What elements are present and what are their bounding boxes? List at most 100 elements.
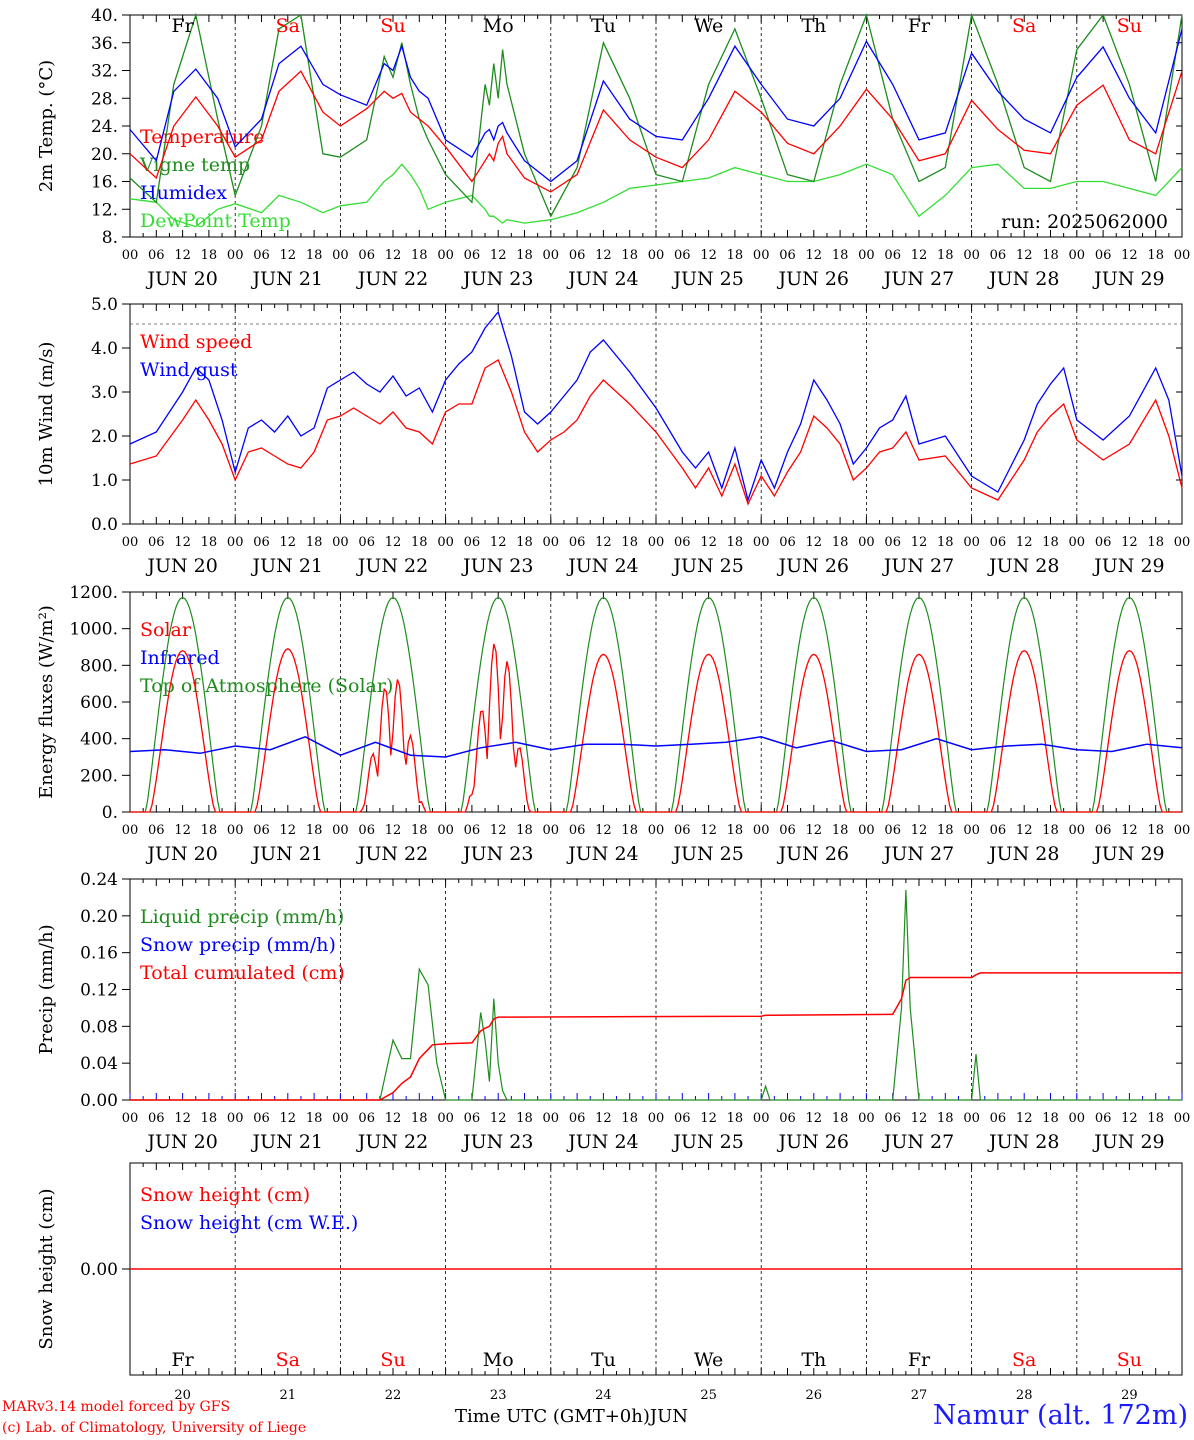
- time-axis-label: Time UTC (GMT+0h)JUN: [455, 1406, 689, 1427]
- hour-label: 06: [884, 823, 901, 838]
- hour-label: 12: [490, 823, 507, 838]
- hour-label: 12: [700, 1111, 717, 1126]
- hour-label: 18: [621, 248, 638, 263]
- series-line: [129, 163, 1183, 228]
- legend-snow-height-cm-: Snow height (cm): [140, 1184, 310, 1206]
- hour-label: 12: [595, 535, 612, 550]
- hour-label: 18: [1147, 248, 1164, 263]
- y-tick-label: 0.00: [80, 1091, 118, 1111]
- hour-label: 12: [174, 248, 191, 263]
- hour-label: 06: [1095, 1111, 1112, 1126]
- hour-label: 06: [779, 248, 796, 263]
- y-tick-label: 0.04: [80, 1054, 118, 1074]
- hour-label: 00: [1174, 535, 1191, 550]
- series-line: [129, 359, 1183, 506]
- legend-snow-height-cm-w-e-: Snow height (cm W.E.): [140, 1212, 358, 1234]
- hour-label: 00: [858, 535, 875, 550]
- day-name-top: Tu: [591, 15, 616, 37]
- day-number: 28: [1016, 1388, 1033, 1403]
- hour-label: 06: [253, 535, 270, 550]
- date-label: JUN 26: [777, 555, 849, 577]
- hour-label: 00: [753, 535, 770, 550]
- hour-label: 06: [884, 1111, 901, 1126]
- hour-label: 06: [148, 535, 165, 550]
- hour-label: 06: [569, 823, 586, 838]
- y-tick-label: 0.12: [80, 981, 118, 1001]
- day-number: 26: [806, 1388, 823, 1403]
- hour-label: 06: [1095, 248, 1112, 263]
- hour-label: 18: [832, 248, 849, 263]
- date-label: JUN 25: [671, 843, 743, 865]
- hour-label: 00: [648, 1111, 665, 1126]
- hour-label: 00: [858, 823, 875, 838]
- hour-label: 18: [1042, 1111, 1059, 1126]
- y-axis-label: 2m Temp. (°C): [36, 60, 57, 192]
- day-number: 20: [174, 1388, 191, 1403]
- day-name-top: Su: [1117, 15, 1142, 37]
- date-label: JUN 23: [461, 843, 533, 865]
- y-tick-label: 600.: [80, 693, 118, 713]
- hour-label: 18: [937, 823, 954, 838]
- hour-label: 18: [411, 823, 428, 838]
- hour-label: 18: [937, 1111, 954, 1126]
- hour-label: 00: [122, 1111, 139, 1126]
- date-label: JUN 24: [566, 1131, 638, 1153]
- hour-label: 06: [464, 1111, 481, 1126]
- date-label: JUN 29: [1092, 843, 1164, 865]
- series-solar: [130, 643, 1182, 813]
- date-label: JUN 26: [777, 1131, 849, 1153]
- hour-label: 00: [963, 535, 980, 550]
- date-label: JUN 20: [145, 555, 217, 577]
- hour-label: 06: [253, 1111, 270, 1126]
- hour-label: 18: [411, 535, 428, 550]
- hour-label: 18: [621, 1111, 638, 1126]
- hour-label: 06: [990, 248, 1007, 263]
- date-label: JUN 25: [671, 268, 743, 290]
- hour-label: 12: [700, 823, 717, 838]
- y-tick-label: 200.: [80, 766, 118, 786]
- day-number: 23: [490, 1388, 507, 1403]
- hour-label: 18: [832, 535, 849, 550]
- hour-label: 06: [464, 248, 481, 263]
- y-axis-label: Precip (mm/h): [36, 924, 57, 1054]
- hour-label: 12: [700, 248, 717, 263]
- legend-snow-precip-mm-h-: Snow precip (mm/h): [140, 934, 336, 956]
- hour-label: 00: [437, 823, 454, 838]
- hour-label: 18: [516, 823, 533, 838]
- date-label: JUN 25: [671, 1131, 743, 1153]
- hour-label: 12: [490, 1111, 507, 1126]
- y-axis-label: Snow height (cm): [36, 1188, 57, 1349]
- hour-label: 00: [227, 1111, 244, 1126]
- station-label: Namur (alt. 172m): [932, 1400, 1188, 1431]
- hour-label: 12: [280, 1111, 297, 1126]
- date-label: JUN 23: [461, 268, 533, 290]
- hour-label: 00: [1069, 823, 1086, 838]
- hour-label: 12: [1016, 248, 1033, 263]
- hour-label: 18: [306, 248, 323, 263]
- hour-label: 12: [806, 535, 823, 550]
- hour-label: 00: [332, 1111, 349, 1126]
- hour-label: 18: [621, 535, 638, 550]
- hour-label: 12: [174, 823, 191, 838]
- hour-label: 12: [595, 1111, 612, 1126]
- date-label: JUN 25: [671, 555, 743, 577]
- hour-label: 00: [332, 535, 349, 550]
- hour-label: 00: [227, 248, 244, 263]
- hour-label: 00: [963, 248, 980, 263]
- legend-wind-gust: Wind gust: [140, 359, 238, 381]
- legend-wind-speed: Wind speed: [140, 331, 252, 353]
- series-line: [129, 310, 1183, 503]
- hour-label: 12: [806, 1111, 823, 1126]
- hour-label: 18: [201, 823, 218, 838]
- date-label: JUN 21: [251, 555, 323, 577]
- hour-label: 18: [832, 1111, 849, 1126]
- hour-label: 00: [122, 823, 139, 838]
- model-credit: MARv3.14 model forced by GFS: [2, 1399, 231, 1415]
- y-tick-label: 5.0: [91, 295, 118, 315]
- hour-label: 06: [569, 535, 586, 550]
- y-tick-label: 1.0: [91, 471, 118, 491]
- day-name-bottom: We: [694, 1349, 723, 1371]
- legend-temperature: Temperature: [140, 126, 264, 148]
- hour-label: 12: [806, 248, 823, 263]
- y-tick-label: 0.00: [80, 1260, 118, 1280]
